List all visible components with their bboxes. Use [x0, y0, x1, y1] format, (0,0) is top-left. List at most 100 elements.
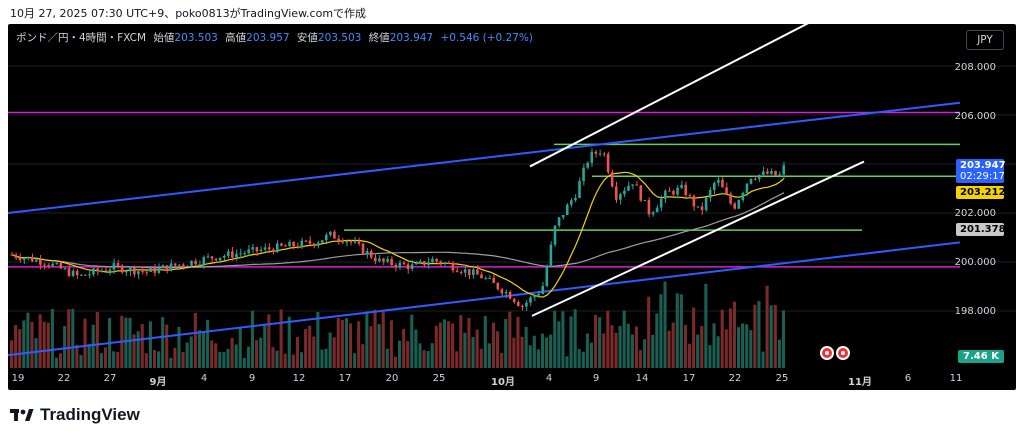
time-axis[interactable]: 19 22 27 9月 4 9 12 17 20 25 10月 4 9 14 1…	[8, 368, 1016, 390]
open-label: 始値	[153, 32, 175, 44]
candle-body	[39, 259, 42, 265]
volume-bar	[655, 313, 659, 368]
volume-bar	[197, 330, 201, 368]
candle-body	[753, 178, 757, 180]
candle-body	[79, 274, 83, 276]
volume-bar	[87, 344, 91, 368]
volume-bar	[520, 336, 524, 368]
economic-events[interactable]	[820, 346, 850, 360]
x-tick: 4	[200, 373, 208, 384]
last-price: 203.947	[960, 160, 1006, 171]
candle-body	[316, 242, 320, 246]
volume-bar	[500, 353, 504, 368]
volume-bar	[724, 329, 728, 368]
x-tick: 22	[57, 373, 71, 384]
candle-body	[655, 207, 659, 213]
volume-bar	[438, 322, 442, 368]
candle-body	[717, 179, 720, 183]
candle-body	[263, 247, 267, 250]
volume-bar	[765, 285, 769, 368]
candle-body	[153, 267, 157, 273]
candle-body	[729, 193, 732, 204]
candle-body	[194, 260, 197, 265]
candle-body	[541, 286, 545, 294]
x-tick: 14	[635, 373, 649, 384]
volume-bar	[385, 348, 389, 368]
candle-body	[133, 267, 136, 275]
candle-body	[14, 254, 18, 258]
x-tick-month: 10月	[491, 377, 515, 388]
candle-body	[169, 263, 173, 271]
x-tick: 17	[338, 373, 352, 384]
trendlines	[8, 24, 961, 357]
candle-body	[692, 195, 696, 207]
volume-bar	[250, 310, 255, 368]
volume-bar	[344, 318, 348, 368]
candle-body	[590, 151, 594, 163]
chart-panel[interactable]: ポンド／円・4時間・FXCM 始値203.503 高値203.957 安値203…	[8, 24, 1016, 390]
volume-bar	[512, 337, 516, 368]
candle-body	[439, 261, 442, 264]
candle-body	[386, 259, 389, 262]
volume-bar	[757, 301, 761, 368]
volume-bar	[418, 343, 422, 368]
candle-body	[712, 182, 716, 191]
volume-bar	[532, 335, 536, 368]
candle-body	[700, 206, 704, 211]
volume-bar	[434, 325, 438, 368]
volume-bar	[651, 334, 655, 368]
x-tick: 9	[592, 373, 600, 384]
y-tick-198: 198.000	[954, 306, 996, 317]
last-price-tag: 203.947 02:29:17	[956, 159, 1006, 183]
volume-bar	[753, 304, 757, 368]
candle-body	[529, 297, 532, 303]
volume-bar	[573, 309, 577, 368]
volume-bar	[353, 353, 357, 368]
candle-body	[280, 243, 283, 246]
candle-body	[173, 263, 177, 266]
volume-bar	[459, 315, 463, 368]
volume-bar	[577, 349, 581, 368]
candle-body	[749, 178, 753, 184]
volume-bar	[267, 314, 271, 368]
volume-bar	[659, 294, 663, 368]
fast-moving-average-line	[11, 171, 785, 298]
candle-body	[275, 243, 279, 253]
candle-body	[247, 249, 250, 254]
candle-body	[337, 238, 340, 241]
volume-bar	[442, 319, 447, 368]
event-marker-icon[interactable]	[836, 346, 850, 360]
volume-bar	[516, 316, 520, 368]
currency-button[interactable]: JPY	[966, 30, 1004, 50]
slow-moving-average-line	[11, 192, 785, 269]
volume-bar	[377, 324, 381, 368]
volume-bar	[169, 357, 173, 368]
volume-bar	[508, 311, 512, 368]
candle-body	[508, 291, 512, 299]
volume-bar	[91, 324, 95, 368]
candle-body	[561, 214, 565, 218]
price-plot[interactable]	[8, 24, 1016, 368]
event-marker-icon[interactable]	[820, 346, 834, 360]
candle-body	[443, 262, 447, 264]
candle-body	[688, 195, 692, 197]
candle-body	[525, 302, 528, 307]
candle-body	[537, 293, 540, 296]
candle-body	[619, 194, 622, 200]
volume-bar	[177, 326, 181, 368]
volume-bar	[565, 356, 569, 368]
volume-bar	[59, 353, 63, 368]
volume-bar	[112, 351, 116, 368]
volume-bar	[540, 333, 545, 368]
tradingview-brand[interactable]: TradingView	[10, 405, 140, 425]
volume-bar	[30, 321, 34, 368]
channel-upper-line	[529, 24, 809, 168]
candle-body	[480, 274, 483, 279]
volume-bar	[716, 336, 720, 368]
volume-bar	[557, 321, 561, 368]
volume-bar	[304, 329, 308, 368]
close-label: 終値	[368, 32, 390, 44]
candle-body	[586, 162, 589, 168]
volume-bar	[528, 345, 532, 368]
volume-bar	[308, 325, 312, 368]
